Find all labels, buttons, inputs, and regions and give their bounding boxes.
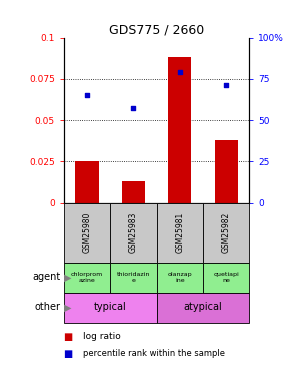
Bar — [203, 202, 249, 262]
Text: GSM25982: GSM25982 — [222, 212, 231, 253]
Text: quetiapi
ne: quetiapi ne — [213, 272, 239, 283]
Text: GSM25983: GSM25983 — [129, 212, 138, 253]
Bar — [215, 140, 238, 202]
Text: typical: typical — [94, 303, 126, 312]
Text: GSM25981: GSM25981 — [175, 212, 184, 253]
Point — [177, 69, 182, 75]
Text: other: other — [35, 303, 61, 312]
Point — [224, 82, 229, 88]
Text: ■: ■ — [64, 349, 76, 359]
Text: thioridazin
e: thioridazin e — [117, 272, 150, 283]
Text: GSM25980: GSM25980 — [82, 212, 92, 253]
Title: GDS775 / 2660: GDS775 / 2660 — [109, 23, 204, 36]
Bar — [157, 202, 203, 262]
Bar — [203, 262, 249, 292]
Text: olanzap
ine: olanzap ine — [168, 272, 192, 283]
Text: atypical: atypical — [184, 303, 222, 312]
Text: agent: agent — [33, 273, 61, 282]
Text: ▶: ▶ — [64, 303, 71, 312]
Bar — [110, 202, 157, 262]
Bar — [75, 161, 99, 202]
Bar — [110, 262, 157, 292]
Point — [131, 105, 136, 111]
Text: chlorprom
azine: chlorprom azine — [71, 272, 103, 283]
Bar — [157, 262, 203, 292]
Text: percentile rank within the sample: percentile rank within the sample — [83, 349, 225, 358]
Bar — [64, 292, 157, 322]
Text: log ratio: log ratio — [83, 332, 120, 341]
Text: ■: ■ — [64, 332, 76, 342]
Bar — [64, 202, 110, 262]
Bar — [168, 57, 191, 202]
Bar — [64, 262, 110, 292]
Bar — [122, 181, 145, 203]
Text: ▶: ▶ — [64, 273, 71, 282]
Bar — [157, 292, 249, 322]
Point — [85, 92, 89, 98]
